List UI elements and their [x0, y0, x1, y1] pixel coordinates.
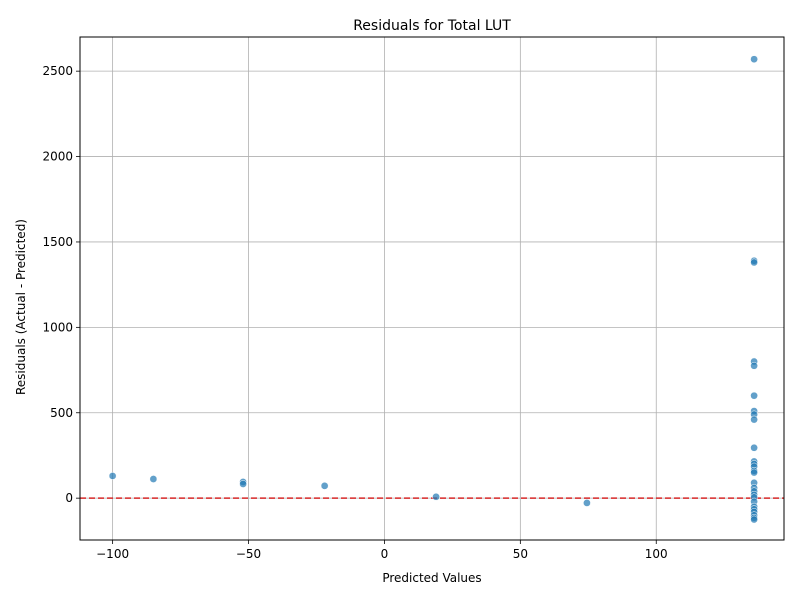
scatter-point: [750, 515, 758, 524]
y-tick-label: 500: [50, 406, 73, 420]
scatter-point: [750, 361, 758, 370]
data-points: [108, 55, 758, 524]
scatter-point: [108, 472, 117, 480]
x-tick-label: 50: [513, 547, 528, 561]
scatter-point: [750, 391, 758, 400]
y-axis-label: Residuals (Actual - Predicted): [14, 219, 28, 395]
x-axis-ticks: −100 −50 0 50 100: [96, 540, 668, 561]
y-tick-label: 2500: [42, 64, 73, 78]
y-axis-ticks: 0 500 1000 1500 2000 2500: [42, 64, 80, 505]
x-axis-label: Predicted Values: [382, 571, 481, 585]
x-tick-label: 100: [645, 547, 668, 561]
x-tick-label: 0: [381, 547, 389, 561]
scatter-point: [750, 258, 758, 267]
scatter-point: [750, 443, 758, 452]
scatter-point: [149, 475, 158, 483]
x-tick-label: −50: [236, 547, 261, 561]
y-tick-label: 1500: [42, 235, 73, 249]
scatter-point: [750, 468, 758, 477]
y-tick-label: 0: [65, 491, 73, 505]
chart-title: Residuals for Total LUT: [353, 18, 511, 34]
scatter-point: [320, 482, 329, 490]
scatter-point: [750, 55, 758, 64]
y-tick-label: 1000: [42, 320, 73, 334]
y-tick-label: 2000: [42, 150, 73, 164]
scatter-point: [750, 415, 758, 424]
scatter-point: [432, 492, 440, 501]
plot-area-frame: [79, 36, 785, 541]
scatter-point: [583, 499, 591, 507]
x-tick-label: −100: [96, 547, 129, 561]
scatter-point: [239, 480, 247, 488]
